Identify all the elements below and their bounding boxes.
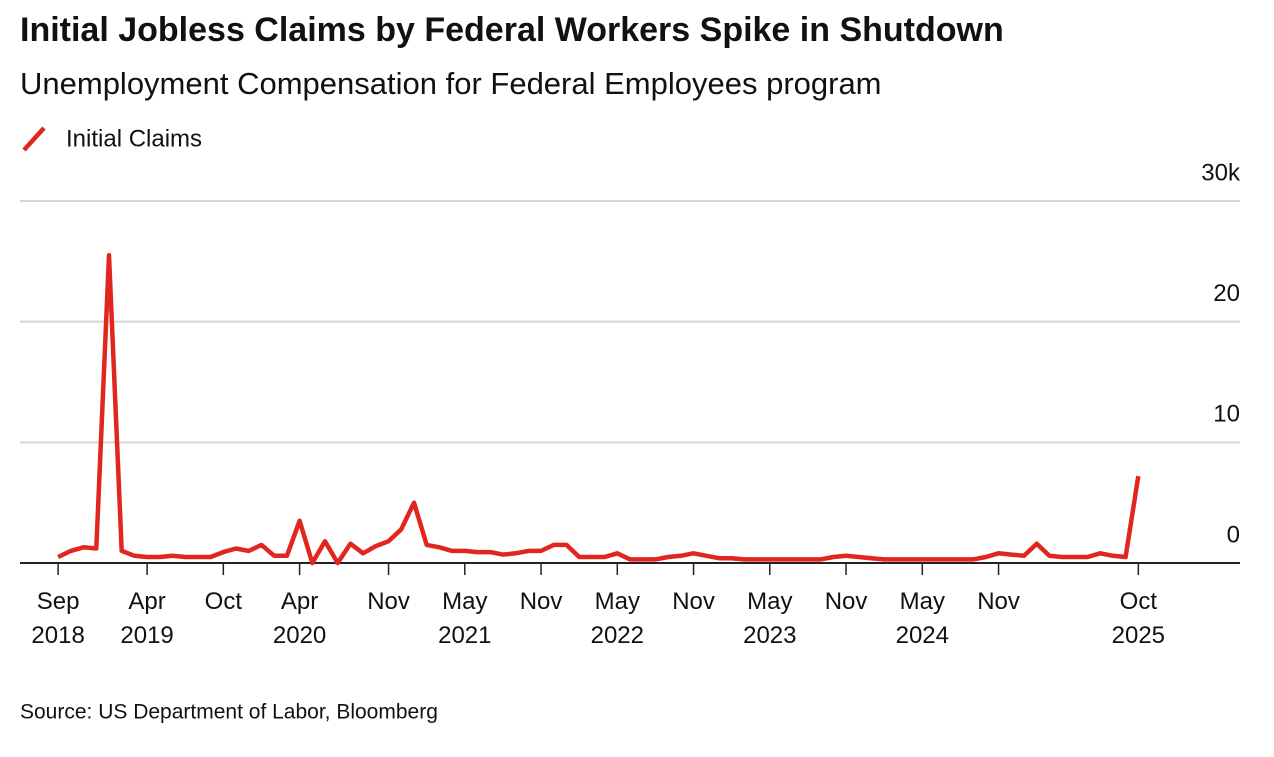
legend-swatch [22, 126, 46, 152]
x-tick-label: May 2024 [896, 588, 949, 649]
chart-subtitle: Unemployment Compensation for Federal Em… [20, 66, 882, 101]
y-tick-label: 20 [1213, 280, 1240, 307]
data-line [57, 253, 1141, 566]
x-tick-label: Nov [520, 588, 563, 615]
chart-title: Initial Jobless Claims by Federal Worker… [20, 11, 1004, 49]
x-tick-label: Nov [367, 588, 410, 615]
x-tick-label: Nov [672, 588, 715, 615]
x-tick-label: Sep 2018 [31, 588, 84, 649]
source-note: Source: US Department of Labor, Bloomber… [20, 701, 438, 724]
y-tick-label: 30k [1201, 159, 1241, 186]
x-tick-label: Nov [977, 588, 1020, 615]
y-tick-label: 10 [1213, 401, 1240, 428]
y-tick-label: 0 [1227, 521, 1240, 548]
x-tick-label: Nov [825, 588, 868, 615]
legend-label: Initial Claims [66, 125, 202, 152]
x-tick-label: Oct [205, 588, 243, 615]
x-tick-label: Apr 2019 [120, 588, 173, 649]
x-tick-label: Apr 2020 [273, 588, 326, 649]
x-tick-label: May 2023 [743, 588, 796, 649]
x-tick-label: Oct 2025 [1112, 588, 1165, 649]
x-tick-label: May 2021 [438, 588, 491, 649]
x-tick-label: May 2022 [591, 588, 644, 649]
